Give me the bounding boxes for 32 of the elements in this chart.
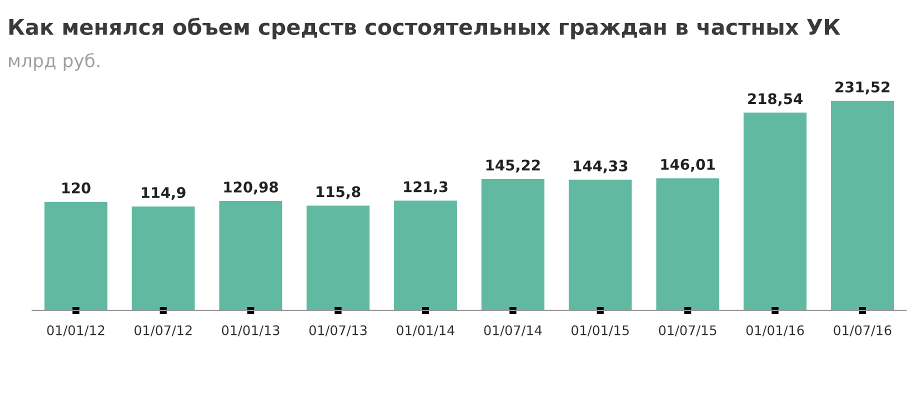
x-tick-label: 01/01/15 bbox=[572, 325, 629, 336]
bar bbox=[44, 202, 108, 310]
data-label: 120,98 bbox=[224, 182, 278, 194]
data-label: 145,22 bbox=[486, 160, 540, 172]
data-label: 144,33 bbox=[574, 160, 628, 174]
data-label: 231,52 bbox=[836, 81, 890, 94]
chart-subtitle: млрд руб. bbox=[9, 53, 100, 71]
data-label: 114,9 bbox=[142, 187, 186, 200]
x-tick-label: 01/07/13 bbox=[309, 325, 367, 336]
x-tick-label: 01/01/12 bbox=[47, 325, 104, 336]
bar bbox=[394, 200, 457, 310]
bar bbox=[132, 206, 195, 310]
bar bbox=[219, 200, 282, 310]
x-tick-label: 01/01/14 bbox=[396, 325, 454, 336]
x-tick-label: 01/01/13 bbox=[222, 325, 280, 336]
x-tick-label: 01/07/15 bbox=[658, 325, 716, 336]
x-tick-label: 01/01/16 bbox=[746, 325, 804, 336]
data-label: 120 bbox=[62, 182, 90, 194]
bar bbox=[306, 206, 370, 310]
bar bbox=[568, 180, 632, 310]
data-label: 146,01 bbox=[661, 158, 715, 172]
data-label: 115,8 bbox=[316, 186, 360, 200]
x-tick-label: 01/07/12 bbox=[134, 325, 192, 336]
x-tick-label: 01/07/16 bbox=[834, 325, 892, 336]
data-label: 218,54 bbox=[748, 93, 803, 106]
bar bbox=[481, 179, 544, 310]
chart-title: Как менялся объем средств состоятельных граждан в частных УК bbox=[9, 18, 840, 40]
data-label: 121,3 bbox=[404, 181, 448, 194]
bar bbox=[656, 178, 720, 310]
x-tick-label: 01/07/14 bbox=[484, 325, 542, 336]
bar bbox=[744, 112, 807, 310]
bar bbox=[831, 100, 894, 310]
